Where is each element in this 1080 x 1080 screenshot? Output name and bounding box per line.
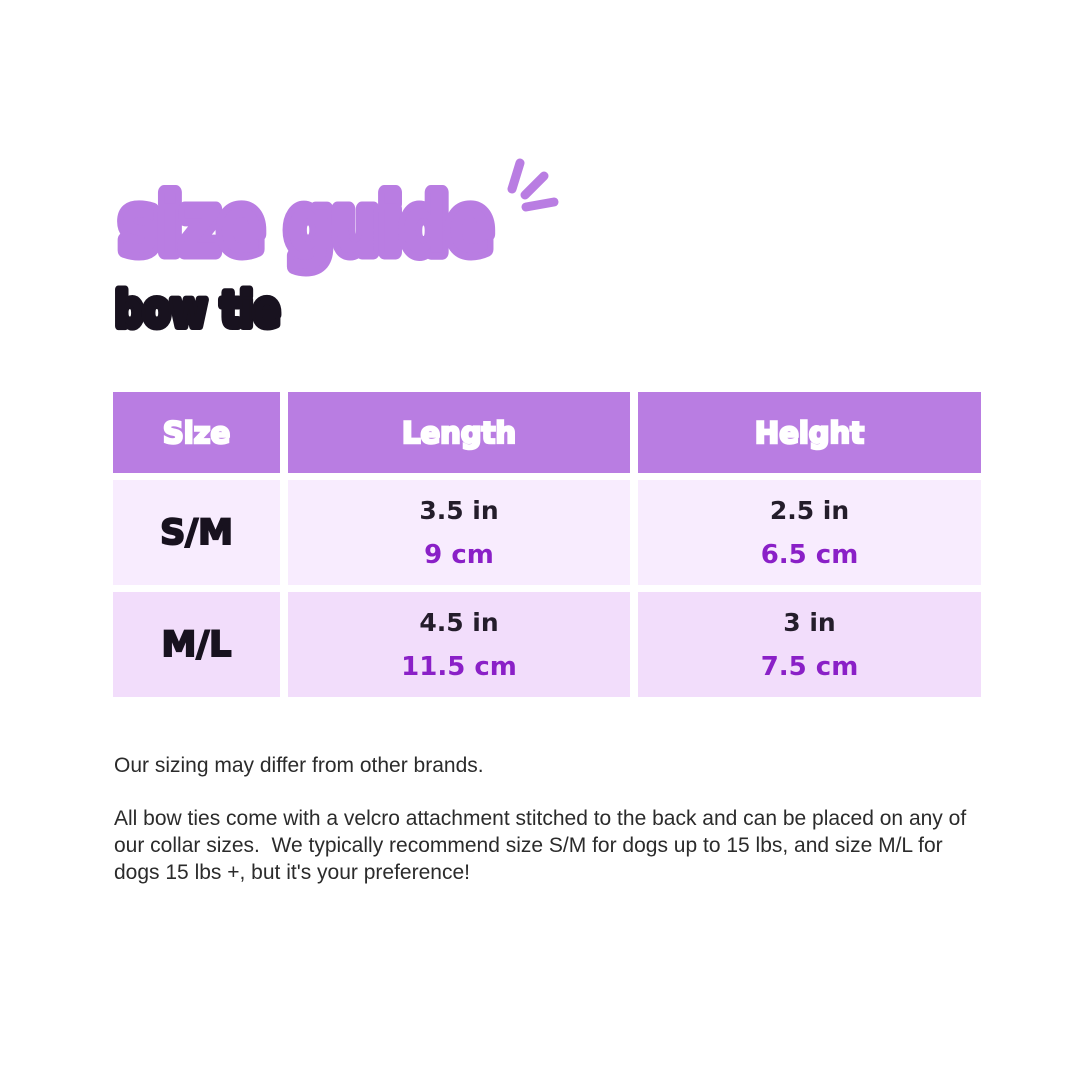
page-subtitle-art: bow tie xyxy=(111,278,284,342)
column-header-length: Length xyxy=(288,392,630,473)
table-row-ml-size-cell: M/L xyxy=(113,592,280,697)
column-header-height: Height xyxy=(638,392,981,473)
sparkle-dash xyxy=(520,171,549,200)
sparkle-dash xyxy=(507,158,525,194)
table-row-sm-size-cell: S/M xyxy=(113,480,280,585)
height-centimeters: 7.5 cm xyxy=(760,651,859,682)
length-inches: 3.5 in xyxy=(419,495,499,525)
table-row-ml-length-cell: 4.5 in 11.5 cm xyxy=(288,592,630,697)
length-centimeters: 11.5 cm xyxy=(401,651,517,682)
sparkle-dash xyxy=(521,197,559,212)
sizing-differs-note: Our sizing may differ from other brands. xyxy=(114,754,484,777)
velcro-details-note: All bow ties come with a velcro attachme… xyxy=(114,807,972,884)
sparkle-icon xyxy=(507,158,559,212)
length-centimeters: 9 cm xyxy=(424,539,494,570)
size-value: M/L xyxy=(161,624,233,666)
size-table: Size Length Height S/M 3.5 in 9 cm 2.5 i… xyxy=(113,392,981,697)
table-row-sm-height-cell: 2.5 in 6.5 cm xyxy=(638,480,981,585)
height-inches: 3 in xyxy=(783,607,836,637)
column-header-size: Size xyxy=(113,392,280,473)
size-value: S/M xyxy=(159,512,234,554)
notes-section: Our sizing may differ from other brands.… xyxy=(114,752,992,886)
table-row-sm-length-cell: 3.5 in 9 cm xyxy=(288,480,630,585)
page-title-art: size guide xyxy=(113,174,500,279)
page-subtitle: bow tie xyxy=(115,282,280,338)
height-centimeters: 6.5 cm xyxy=(760,539,859,570)
height-inches: 2.5 in xyxy=(769,495,850,525)
table-row-ml-height-cell: 3 in 7.5 cm xyxy=(638,592,981,697)
length-inches: 4.5 in xyxy=(419,607,499,637)
page-title: size guide xyxy=(120,181,492,271)
